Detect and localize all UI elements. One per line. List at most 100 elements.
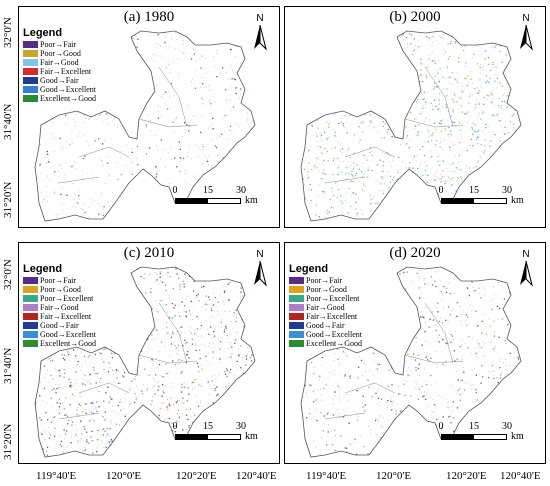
legend-swatch bbox=[289, 322, 304, 329]
legend-label: Fair→Excellent bbox=[40, 312, 92, 321]
scale-tick-30: 30 bbox=[236, 421, 246, 432]
legend-label: Poor→Good bbox=[306, 285, 347, 294]
scale-bar: 0 15 30 km bbox=[173, 185, 263, 211]
legend-swatch bbox=[23, 77, 38, 84]
lon-label-120-40-right: 120°40'E bbox=[500, 470, 541, 482]
legend-swatch bbox=[289, 313, 304, 320]
scale-unit: km bbox=[245, 195, 258, 206]
scale-unit: km bbox=[511, 431, 524, 442]
legend-label: Poor→Fair bbox=[40, 276, 76, 285]
lon-label-119-40: 119°40'E bbox=[36, 470, 77, 482]
region-map bbox=[300, 30, 522, 222]
lat-label-32-lower: 32°0'N bbox=[2, 259, 14, 290]
north-label: N bbox=[522, 13, 530, 24]
north-label: N bbox=[522, 249, 530, 260]
panel-title: (d) 2020 bbox=[389, 245, 441, 261]
scale-bar: 0 15 30 km bbox=[173, 421, 263, 447]
north-arrow-icon bbox=[254, 260, 267, 287]
legend-swatch bbox=[23, 68, 38, 75]
legend-label: Fair→Good bbox=[306, 303, 345, 312]
legend-swatch bbox=[23, 322, 38, 329]
legend-label: Good→Excellent bbox=[40, 330, 96, 339]
scale-unit: km bbox=[511, 195, 524, 206]
legend-item: Excellent→Good bbox=[23, 94, 96, 103]
north-label: N bbox=[256, 249, 264, 260]
legend-items: Poor→Fair Poor→Good Poor→Excellent Fair→Goo… bbox=[289, 276, 362, 348]
legend-item: Poor→Good bbox=[23, 49, 96, 58]
lon-label-120-0: 120°0'E bbox=[106, 470, 142, 482]
scale-tick-15: 15 bbox=[203, 421, 213, 432]
map-panel-2000: (b) 2000 N 0 15 30 km bbox=[284, 6, 546, 228]
legend-item: Poor→Good bbox=[289, 285, 362, 294]
legend-label: Good→Excellent bbox=[306, 330, 362, 339]
legend-label: Fair→Good bbox=[40, 303, 79, 312]
legend-swatch bbox=[23, 41, 38, 48]
north-arrow-icon bbox=[520, 24, 533, 51]
north-label: N bbox=[256, 13, 264, 24]
legend-label: Poor→Excellent bbox=[40, 294, 94, 303]
legend-item: Good→Fair bbox=[23, 76, 96, 85]
region-map bbox=[34, 30, 256, 222]
legend-swatch bbox=[23, 304, 38, 311]
scale-tick-0: 0 bbox=[438, 421, 444, 432]
legend: Legend Poor→Fair Poor→Good Fair→Good Fair→E… bbox=[23, 27, 96, 103]
region-map bbox=[300, 266, 522, 458]
legend-title: Legend bbox=[289, 263, 329, 275]
legend-swatch bbox=[23, 277, 38, 284]
scale-tick-30: 30 bbox=[502, 421, 512, 432]
legend-swatch bbox=[23, 331, 38, 338]
lon-label-120-0-right: 120°0'E bbox=[376, 470, 412, 482]
legend-label: Excellent→Good bbox=[40, 339, 96, 348]
north-arrow: N bbox=[251, 13, 269, 53]
legend-swatch bbox=[289, 295, 304, 302]
map-panel-2020: (d) 2020 Legend Poor→Fair Poor→Good Poor→E… bbox=[284, 242, 546, 464]
legend-item: Good→Fair bbox=[23, 321, 96, 330]
lat-label-32: 32°0'N bbox=[2, 17, 14, 48]
panel-title: (a) 1980 bbox=[123, 9, 175, 25]
legend-item: Fair→Good bbox=[23, 303, 96, 312]
legend-swatch bbox=[289, 286, 304, 293]
scale-bar: 0 15 30 km bbox=[438, 421, 529, 447]
legend-item: Fair→Excellent bbox=[289, 312, 362, 321]
lon-label-119-40-right: 119°40'E bbox=[306, 470, 347, 482]
legend-label: Good→Excellent bbox=[40, 85, 96, 94]
legend: Legend Poor→Fair Poor→Good Poor→Excellent F… bbox=[23, 263, 96, 348]
legend-item: Poor→Fair bbox=[289, 276, 362, 285]
legend-item: Fair→Good bbox=[289, 303, 362, 312]
legend-item: Good→Excellent bbox=[23, 85, 96, 94]
legend-item: Fair→Good bbox=[23, 58, 96, 67]
lon-label-120-20: 120°20'E bbox=[176, 470, 217, 482]
legend-item: Excellent→Good bbox=[289, 339, 362, 348]
legend-item: Fair→Excellent bbox=[23, 312, 96, 321]
legend-label: Fair→Excellent bbox=[306, 312, 358, 321]
map-panel-2010: (c) 2010 Legend Poor→Fair Poor→Good Poor→E… bbox=[18, 242, 280, 464]
scale-tick-15: 15 bbox=[203, 185, 213, 196]
legend-swatch bbox=[23, 86, 38, 93]
panel-title: (b) 2000 bbox=[389, 9, 441, 25]
north-arrow: N bbox=[517, 13, 535, 53]
legend-items: Poor→Fair Poor→Good Poor→Excellent Fair→Goo… bbox=[23, 276, 96, 348]
scale-tick-30: 30 bbox=[236, 185, 246, 196]
legend-label: Excellent→Good bbox=[40, 94, 96, 103]
legend-item: Poor→Excellent bbox=[23, 294, 96, 303]
legend-item: Good→Excellent bbox=[23, 330, 96, 339]
legend-item: Poor→Fair bbox=[23, 276, 96, 285]
legend-label: Poor→Excellent bbox=[306, 294, 360, 303]
lon-label-120-40: 120°40'E bbox=[236, 470, 277, 482]
legend-swatch bbox=[23, 340, 38, 347]
lat-label-31-20-lower: 31°20'N bbox=[2, 423, 14, 460]
legend-item: Poor→Excellent bbox=[289, 294, 362, 303]
legend-label: Poor→Good bbox=[40, 49, 81, 58]
legend-label: Poor→Fair bbox=[306, 276, 342, 285]
scale-unit: km bbox=[245, 431, 258, 442]
scale-tick-0: 0 bbox=[438, 185, 444, 196]
lat-label-31-20: 31°20'N bbox=[2, 181, 14, 218]
map-panel-1980: (a) 1980 Legend Poor→Fair Poor→Good Fair→G… bbox=[18, 6, 280, 228]
legend: Legend Poor→Fair Poor→Good Poor→Excellent F… bbox=[289, 263, 362, 348]
legend-title: Legend bbox=[23, 263, 63, 275]
north-arrow: N bbox=[517, 249, 535, 289]
scale-tick-15: 15 bbox=[469, 421, 479, 432]
legend-label: Good→Fair bbox=[40, 321, 79, 330]
legend-title: Legend bbox=[23, 27, 63, 39]
legend-swatch bbox=[23, 313, 38, 320]
